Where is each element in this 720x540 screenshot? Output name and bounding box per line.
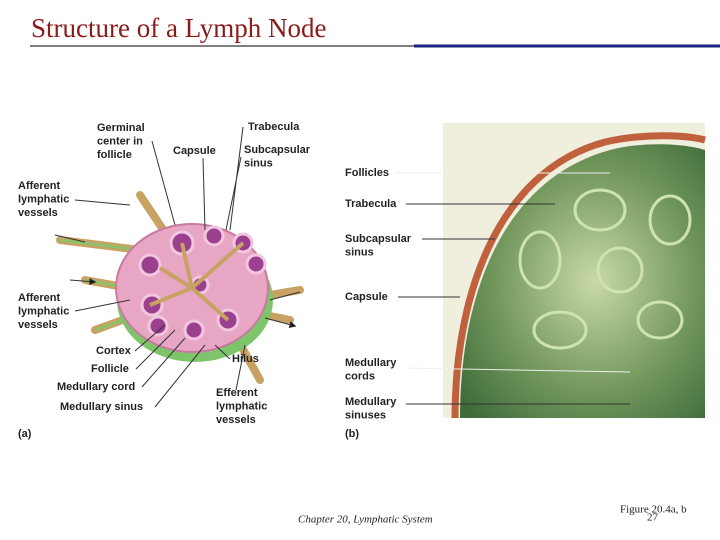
label-line: follicle [97, 149, 132, 161]
slide-title: Structure of a Lymph Node [31, 13, 326, 43]
label-line: sinuses [345, 409, 386, 421]
figure-label: Capsule [173, 145, 216, 157]
label-line: Trabecula [248, 121, 300, 133]
label-line: Efferent [216, 387, 258, 399]
figure-label: Follicles [345, 167, 389, 179]
leader-lines-a [74, 126, 246, 408]
figure-label: Trabecula [345, 198, 397, 210]
label-line: sinus [345, 246, 374, 258]
figure-label: Afferent lymphatic vessels [18, 180, 69, 219]
label-line: Medullary [345, 396, 397, 408]
label-line: Medullary sinus [60, 401, 143, 413]
figure-label: Medullary cord [57, 381, 135, 393]
figure-label: Cortex [96, 345, 132, 357]
panel-tag: (b) [345, 428, 359, 440]
label-line: lymphatic [18, 305, 69, 317]
figure-ref: Figure 20.4a, b [620, 504, 687, 516]
figure-label: Afferent lymphatic vessels [18, 292, 69, 331]
label-line: Follicle [91, 363, 129, 375]
lymph-node-drawing [54, 191, 304, 384]
label-line: center in [97, 135, 143, 147]
figure-label: Subcapsular sinus [244, 144, 311, 170]
figure-label: Medullary sinus [60, 401, 143, 413]
label-line: lymphatic [216, 400, 267, 412]
label-line: cords [345, 370, 375, 382]
figure-label: Follicle [91, 363, 129, 375]
page-number: 27 [647, 512, 659, 524]
figure-label: Medullary cords [345, 357, 397, 383]
figure-label: Capsule [345, 291, 388, 303]
label-line: Medullary cord [57, 381, 135, 393]
label-line: Afferent [18, 180, 61, 192]
label-line: Trabecula [345, 198, 397, 210]
label-line: vessels [18, 319, 58, 331]
figure-label: Germinal center in follicle [97, 122, 145, 161]
label-line: Subcapsular [345, 233, 412, 245]
label-line: vessels [216, 414, 256, 426]
label-line: Follicles [345, 167, 389, 179]
label-line: vessels [18, 207, 58, 219]
label-line: Germinal [97, 122, 145, 134]
figure-label: Medullary sinuses [345, 396, 397, 422]
figure-label: Trabecula [248, 121, 300, 133]
label-line: Hilus [232, 353, 259, 365]
label-line: Cortex [96, 345, 132, 357]
figure-label: Efferent lymphatic vessels [216, 387, 267, 426]
label-line: sinus [244, 157, 273, 169]
figure-label: Subcapsular sinus [345, 233, 412, 259]
label-line: Capsule [173, 145, 216, 157]
micrograph [443, 123, 706, 419]
leader-lines-b [395, 172, 631, 405]
label-line: Medullary [345, 357, 397, 369]
label-line: Afferent [18, 292, 61, 304]
panel-tag: (a) [18, 428, 32, 440]
chapter-footer: Chapter 20, Lymphatic System [298, 514, 433, 526]
label-line: Subcapsular [244, 144, 311, 156]
label-line: Capsule [345, 291, 388, 303]
label-line: lymphatic [18, 193, 69, 205]
figure-label: Hilus [232, 353, 259, 365]
